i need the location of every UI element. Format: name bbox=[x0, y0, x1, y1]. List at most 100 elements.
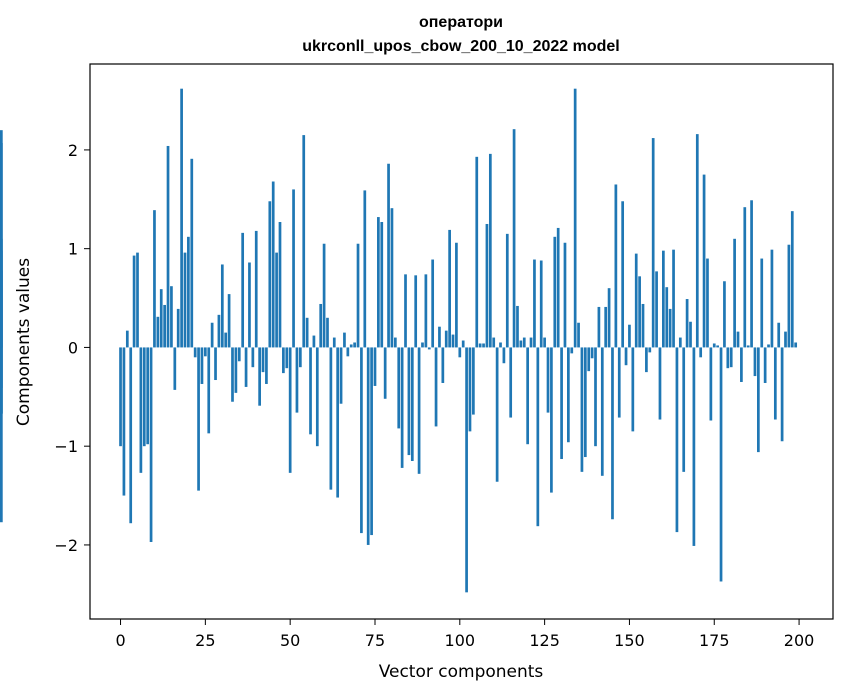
bar-42 bbox=[261, 347, 265, 373]
bar-9 bbox=[149, 347, 153, 542]
bar-39 bbox=[251, 347, 255, 368]
bar-93 bbox=[434, 347, 438, 427]
bar-27 bbox=[210, 322, 214, 348]
bar-54 bbox=[302, 135, 306, 348]
bar-141 bbox=[597, 306, 601, 348]
bar-169 bbox=[692, 347, 696, 546]
bar-40 bbox=[254, 230, 258, 348]
bar-158 bbox=[655, 271, 658, 348]
x-tick-label-150: 150 bbox=[614, 631, 645, 650]
plot-frame bbox=[89, 63, 834, 620]
bar-22 bbox=[193, 347, 197, 358]
bar-134 bbox=[573, 88, 577, 348]
bar-97 bbox=[448, 229, 451, 348]
bar-125 bbox=[543, 337, 546, 348]
bar-145 bbox=[611, 347, 614, 520]
bar-154 bbox=[641, 303, 645, 348]
bar-190 bbox=[763, 347, 767, 383]
bar-25 bbox=[203, 347, 207, 357]
bar-41 bbox=[258, 347, 261, 406]
bar-87 bbox=[414, 275, 418, 348]
bar-128 bbox=[553, 236, 557, 348]
bar-undefined bbox=[0, 130, 3, 348]
bar-2 bbox=[125, 330, 129, 348]
bar-64 bbox=[336, 347, 340, 498]
bar-15 bbox=[170, 286, 173, 348]
bar-127 bbox=[550, 347, 553, 493]
bar-52 bbox=[295, 347, 299, 413]
bar-171 bbox=[699, 347, 703, 358]
y-tick-label--1: −1 bbox=[54, 437, 78, 456]
bar-53 bbox=[298, 347, 302, 368]
x-tick-label-50: 50 bbox=[280, 631, 300, 650]
bar-151 bbox=[631, 347, 635, 432]
bar-152 bbox=[634, 253, 638, 348]
bar-1 bbox=[122, 347, 126, 496]
bar-85 bbox=[407, 347, 411, 456]
bar-138 bbox=[587, 347, 591, 372]
bar-33 bbox=[231, 347, 234, 402]
bar-185 bbox=[746, 345, 750, 348]
bar-189 bbox=[760, 258, 764, 348]
bar-76 bbox=[377, 217, 380, 348]
bar-110 bbox=[492, 337, 496, 348]
bar-26 bbox=[207, 347, 211, 434]
bar-187 bbox=[753, 347, 757, 377]
bar-83 bbox=[400, 347, 404, 468]
bar-74 bbox=[370, 347, 373, 536]
bar-68 bbox=[349, 344, 353, 348]
bar-122 bbox=[533, 259, 536, 348]
bar-75 bbox=[373, 347, 377, 386]
bar-91 bbox=[427, 347, 431, 350]
bar-119 bbox=[522, 337, 526, 348]
bar-196 bbox=[784, 331, 787, 348]
bar-184 bbox=[743, 207, 747, 348]
bar-100 bbox=[458, 347, 462, 358]
bar-86 bbox=[410, 347, 414, 461]
bar-82 bbox=[397, 347, 401, 429]
bar-105 bbox=[475, 156, 479, 348]
bar-71 bbox=[360, 347, 363, 534]
y-axis-label: Components values bbox=[14, 258, 34, 426]
bar-123 bbox=[536, 347, 540, 527]
bar-104 bbox=[472, 347, 475, 415]
bar-108 bbox=[485, 223, 489, 348]
bar-120 bbox=[526, 347, 530, 445]
bar-79 bbox=[387, 163, 390, 348]
bar-146 bbox=[614, 184, 618, 348]
bar-undefined bbox=[0, 250, 3, 348]
bar-194 bbox=[777, 322, 781, 348]
bar-113 bbox=[502, 347, 506, 364]
bar-36 bbox=[241, 232, 245, 348]
bar-186 bbox=[750, 200, 753, 348]
bar-117 bbox=[516, 305, 519, 348]
bar-175 bbox=[712, 343, 716, 348]
bar-5 bbox=[136, 252, 139, 348]
bar-95 bbox=[441, 347, 445, 383]
x-tick-label-25: 25 bbox=[195, 631, 215, 650]
x-axis-ticks: 0 25 50 75 100 125 150 175 200 bbox=[115, 619, 814, 650]
bar-undefined bbox=[0, 347, 3, 414]
bar-55 bbox=[305, 317, 309, 348]
y-axis-ticks: −2 −1 0 1 2 bbox=[54, 141, 90, 555]
bar-99 bbox=[455, 242, 458, 348]
bar-19 bbox=[183, 252, 187, 348]
bar-167 bbox=[685, 299, 689, 348]
bar-0 bbox=[119, 347, 122, 447]
bar-37 bbox=[244, 347, 248, 387]
bar-156 bbox=[648, 347, 652, 353]
bar-66 bbox=[343, 332, 346, 348]
y-tick-label-0: 0 bbox=[68, 338, 78, 357]
bar-147 bbox=[617, 347, 621, 418]
bar-45 bbox=[271, 181, 275, 348]
bar-144 bbox=[607, 288, 611, 348]
bar-168 bbox=[689, 321, 692, 348]
bar-70 bbox=[356, 243, 360, 348]
bar-57 bbox=[312, 335, 316, 348]
bar-62 bbox=[329, 347, 333, 490]
bar-124 bbox=[539, 260, 543, 348]
bar-157 bbox=[651, 138, 655, 348]
bar-159 bbox=[658, 347, 662, 420]
bar-148 bbox=[621, 201, 625, 348]
